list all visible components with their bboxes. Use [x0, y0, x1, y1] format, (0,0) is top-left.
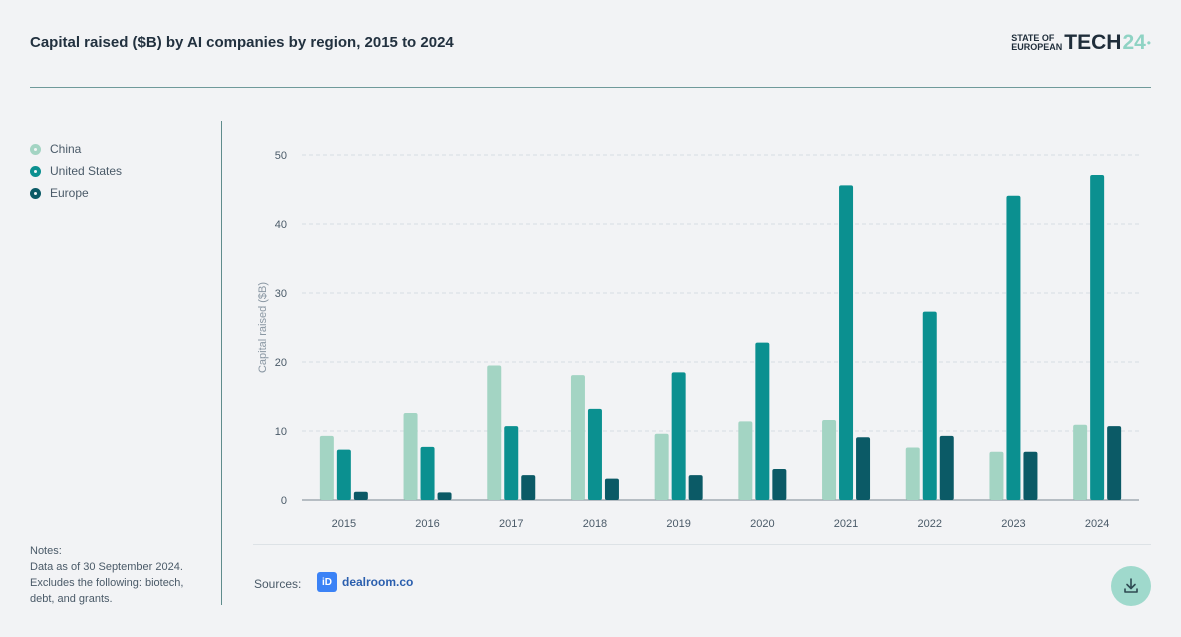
- bar-china: [403, 413, 418, 500]
- download-icon: [1124, 578, 1138, 593]
- bar-china: [989, 451, 1004, 500]
- notes: Notes: Data as of 30 September 2024. Exc…: [30, 543, 210, 607]
- bar-europe: [353, 491, 368, 500]
- bar-united-states: [504, 426, 519, 500]
- notes-line: Data as of 30 September 2024.: [30, 561, 183, 573]
- x-tick-label: 2017: [499, 518, 523, 530]
- x-tick-label: 2021: [834, 518, 858, 530]
- y-tick-label: 20: [275, 357, 287, 369]
- notes-heading: Notes:: [30, 545, 62, 557]
- brand-small-line2: EUROPEAN: [1011, 42, 1063, 52]
- bar-united-states: [755, 342, 770, 500]
- bar-europe: [939, 435, 954, 500]
- legend-item-europe[interactable]: Europe: [30, 182, 122, 204]
- dealroom-logo-text: dealroom.co: [342, 575, 414, 589]
- bar-europe: [521, 475, 536, 500]
- x-tick-label: 2015: [332, 518, 356, 530]
- brand-year: 24: [1122, 31, 1146, 54]
- legend-label: China: [50, 142, 82, 156]
- bar-europe: [856, 437, 871, 500]
- sources-label: Sources:: [254, 577, 302, 591]
- bar-europe: [688, 475, 703, 500]
- bar-china: [905, 447, 920, 500]
- legend-label: Europe: [50, 186, 89, 200]
- y-tick-label: 30: [275, 288, 287, 300]
- bar-united-states: [1006, 195, 1021, 500]
- y-tick-label: 50: [275, 150, 287, 162]
- footer-divider: [253, 544, 1151, 545]
- bar-china: [319, 435, 334, 500]
- bar-china: [738, 421, 753, 500]
- header-divider: [30, 87, 1151, 88]
- bar-united-states: [671, 372, 686, 500]
- legend-dot-china: [30, 143, 41, 155]
- legend: China United States Europe: [30, 138, 122, 204]
- y-tick-label: 0: [281, 495, 287, 507]
- brand-dot: •: [1146, 36, 1151, 50]
- bar-united-states: [1090, 175, 1105, 500]
- y-tick-label: 10: [275, 426, 287, 438]
- bar-united-states: [839, 185, 854, 501]
- legend-label: United States: [50, 164, 123, 178]
- brand-tech: TECH: [1064, 31, 1122, 54]
- chart-title: Capital raised ($B) by AI companies by r…: [30, 34, 454, 51]
- bar-china: [570, 375, 585, 500]
- notes-line: Excludes the following: biotech, debt, a…: [30, 577, 184, 605]
- bar-europe: [604, 478, 619, 500]
- bar-china: [654, 433, 669, 500]
- x-tick-label: 2020: [750, 518, 774, 530]
- brand-logo: STATE OF EUROPEAN TECH 24 •: [1011, 31, 1151, 54]
- legend-item-china[interactable]: China: [30, 138, 122, 160]
- bar-europe: [437, 492, 452, 500]
- y-axis-label: Capital raised ($B): [257, 282, 269, 373]
- dealroom-logo[interactable]: iD dealroom.co: [317, 572, 413, 592]
- legend-dot-europe: [30, 187, 41, 199]
- x-tick-label: 2024: [1085, 518, 1109, 530]
- bar-united-states: [336, 449, 351, 500]
- bar-europe: [1023, 451, 1038, 500]
- bar-united-states: [420, 446, 435, 500]
- y-tick-label: 40: [275, 219, 287, 231]
- x-tick-label: 2023: [1001, 518, 1025, 530]
- bar-united-states: [587, 408, 602, 500]
- download-button[interactable]: [1111, 566, 1151, 606]
- x-tick-label: 2019: [666, 518, 690, 530]
- x-tick-label: 2022: [918, 518, 942, 530]
- brand-small-text: STATE OF EUROPEAN: [1011, 34, 1062, 52]
- x-tick-label: 2018: [583, 518, 607, 530]
- brand-small-line1: STATE OF: [1011, 33, 1055, 43]
- legend-dot-united-states: [30, 165, 41, 177]
- bar-china: [487, 365, 502, 500]
- bar-china: [1073, 424, 1088, 500]
- x-tick-label: 2016: [415, 518, 439, 530]
- bar-united-states: [922, 311, 937, 500]
- bar-china: [822, 419, 837, 500]
- bar-europe: [1107, 426, 1122, 500]
- dealroom-logo-mark: iD: [317, 572, 337, 592]
- bar-europe: [772, 468, 787, 500]
- legend-item-united-states[interactable]: United States: [30, 160, 122, 182]
- sidebar-divider: [221, 121, 222, 605]
